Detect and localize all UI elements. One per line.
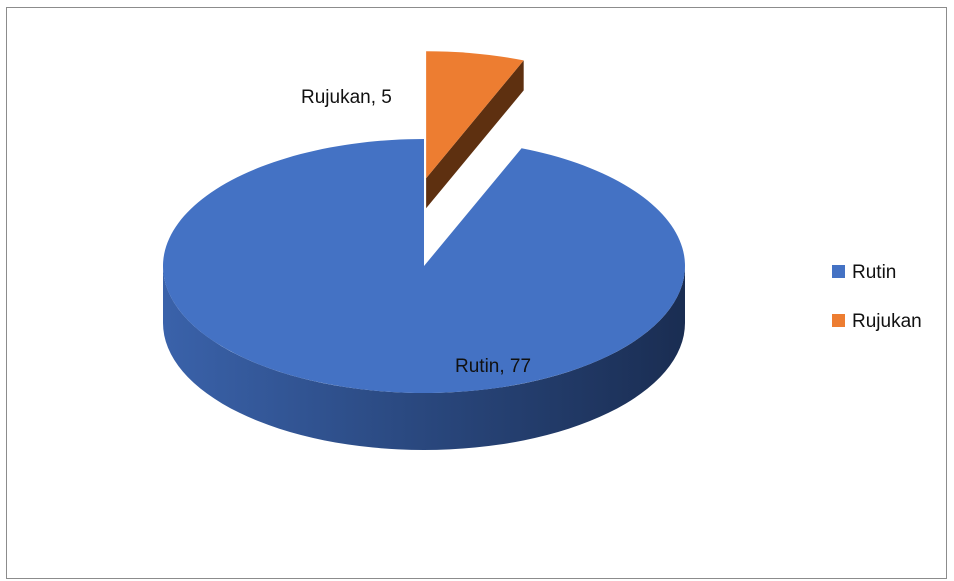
legend-label-rutin: Rutin bbox=[852, 262, 896, 283]
legend-swatch-rutin bbox=[832, 265, 845, 278]
slice-label-rutin: Rutin, 77 bbox=[455, 356, 531, 377]
legend-swatch-rujukan bbox=[832, 314, 845, 327]
slice-rujukan bbox=[426, 51, 524, 179]
slice-rutin bbox=[162, 139, 686, 393]
slice-side-rutin bbox=[163, 266, 685, 450]
slice-label-rujukan: Rujukan, 5 bbox=[301, 87, 392, 108]
slice-side-rujukan bbox=[426, 60, 524, 209]
legend-label-rujukan: Rujukan bbox=[852, 311, 922, 332]
